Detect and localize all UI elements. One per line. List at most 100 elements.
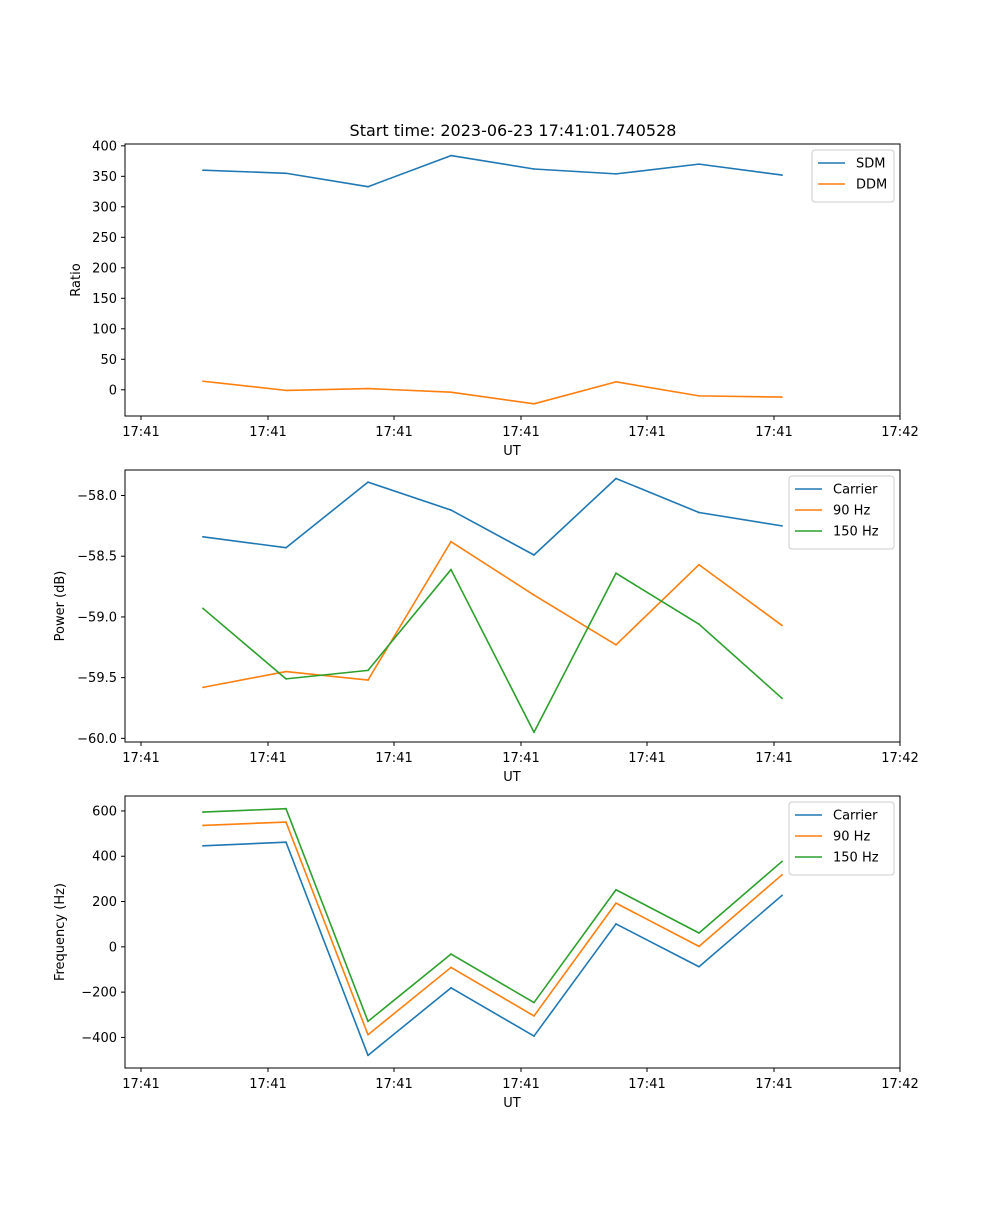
series-line-carrier <box>202 477 783 556</box>
y-tick-label: 0 <box>109 940 117 955</box>
data-point-150-hz <box>367 1020 369 1023</box>
legend-label: DDM <box>856 178 887 193</box>
data-point-carrier <box>285 841 287 844</box>
legend: SDM DDM <box>811 149 895 203</box>
y-tick-label: 50 <box>100 353 117 368</box>
data-point-carrier <box>367 481 369 484</box>
data-point-carrier <box>615 923 617 925</box>
chart-title: Start time: 2023-06-23 17:41:01.740528 <box>350 121 677 140</box>
x-tick-label: 17:41 <box>375 1077 412 1092</box>
series-line-90-hz <box>202 540 783 689</box>
y-tick-label: −200 <box>81 986 117 1001</box>
data-point-150-hz <box>202 811 204 813</box>
data-point-150-hz <box>285 677 287 680</box>
data-point-90-hz <box>202 824 204 827</box>
legend: Carrier 90 Hz 150 Hz <box>788 475 895 550</box>
data-point-150-hz <box>781 697 783 700</box>
data-point-ddm <box>202 380 204 383</box>
data-point-90-hz <box>533 594 535 596</box>
y-tick-label: 100 <box>92 322 117 337</box>
data-point-150-hz <box>698 623 700 626</box>
x-tick-label: 17:41 <box>249 751 286 766</box>
legend: Carrier 90 Hz 150 Hz <box>788 801 895 876</box>
data-point-150-hz <box>698 932 700 934</box>
data-point-ddm <box>533 402 535 405</box>
data-point-90-hz <box>367 1033 369 1036</box>
data-point-sdm <box>367 185 369 188</box>
data-point-ddm <box>285 389 287 392</box>
data-point-90-hz <box>450 540 452 543</box>
data-point-150-hz <box>450 953 452 955</box>
subplot-2: 17:41 17:41 17:41 17:41 17:41 17:41 17:42 −60.0… <box>53 469 919 785</box>
data-point-90-hz <box>533 1015 535 1017</box>
data-point-150-hz <box>533 731 535 734</box>
data-point-sdm <box>450 154 452 157</box>
y-tick-label: 200 <box>92 895 117 910</box>
data-point-carrier <box>781 524 783 527</box>
data-point-90-hz <box>698 945 700 948</box>
data-point-ddm <box>698 394 700 397</box>
y-tick-label: −59.5 <box>77 671 117 686</box>
data-point-90-hz <box>698 563 700 566</box>
x-axis-label: UT <box>503 1096 521 1111</box>
x-tick-label: 17:41 <box>502 1077 539 1092</box>
y-tick-label: 250 <box>92 231 117 246</box>
data-point-carrier <box>698 965 700 968</box>
data-point-carrier <box>450 986 452 989</box>
data-point-ddm <box>781 396 783 398</box>
data-point-150-hz <box>615 888 617 891</box>
y-axis-label: Ratio <box>69 263 84 296</box>
x-tick-label: 17:41 <box>755 1077 792 1092</box>
data-point-carrier <box>615 477 617 480</box>
subplot-1: 17:41 17:41 17:41 17:41 17:41 17:41 17:42 0 50 10… <box>69 139 919 459</box>
x-tick-label: 17:41 <box>628 425 665 440</box>
data-point-90-hz <box>285 821 287 823</box>
y-tick-label: 400 <box>92 850 117 865</box>
x-tick-label: 17:42 <box>881 425 918 440</box>
y-tick-label: 300 <box>92 200 117 215</box>
data-point-sdm <box>285 172 287 175</box>
data-point-sdm <box>533 168 535 170</box>
x-tick-label: 17:41 <box>249 425 286 440</box>
y-axis-label: Power (dB) <box>53 571 68 642</box>
x-tick-label: 17:41 <box>122 425 159 440</box>
data-point-150-hz <box>202 607 204 610</box>
data-point-sdm <box>615 172 617 175</box>
legend-label: 90 Hz <box>833 504 870 519</box>
y-tick-label: −59.0 <box>77 610 117 625</box>
y-axis-label: Frequency (Hz) <box>53 883 68 981</box>
axes-frame <box>124 469 901 743</box>
x-tick-label: 17:41 <box>502 751 539 766</box>
x-axis-label: UT <box>503 444 521 459</box>
series-line-150-hz <box>202 807 783 1023</box>
data-point-carrier <box>450 509 452 511</box>
y-tick-label: 0 <box>109 383 117 398</box>
legend-label: 90 Hz <box>833 830 870 845</box>
data-point-90-hz <box>450 966 452 969</box>
x-tick-label: 17:41 <box>628 1077 665 1092</box>
data-point-sdm <box>698 163 700 166</box>
x-axis-label: UT <box>503 770 521 785</box>
data-point-90-hz <box>781 873 783 876</box>
data-point-carrier <box>285 546 287 549</box>
x-tick-label: 17:42 <box>881 751 918 766</box>
data-point-ddm <box>450 391 452 394</box>
x-tick-label: 17:41 <box>502 425 539 440</box>
legend-label: SDM <box>856 157 885 172</box>
x-tick-label: 17:41 <box>628 751 665 766</box>
data-point-carrier <box>698 511 700 514</box>
series-line-150-hz <box>202 568 783 734</box>
y-tick-label: −58.0 <box>77 489 117 504</box>
x-tick-label: 17:41 <box>375 425 412 440</box>
legend-label: Carrier <box>833 483 878 498</box>
data-point-90-hz <box>781 624 783 627</box>
y-tick-label: 150 <box>92 292 117 307</box>
data-point-carrier <box>533 554 535 556</box>
y-tick-label: 400 <box>92 139 117 154</box>
series-line-90-hz <box>202 821 783 1036</box>
data-point-carrier <box>202 535 204 538</box>
data-point-90-hz <box>615 902 617 905</box>
series-line-sdm <box>202 154 783 188</box>
data-point-carrier <box>367 1054 369 1057</box>
